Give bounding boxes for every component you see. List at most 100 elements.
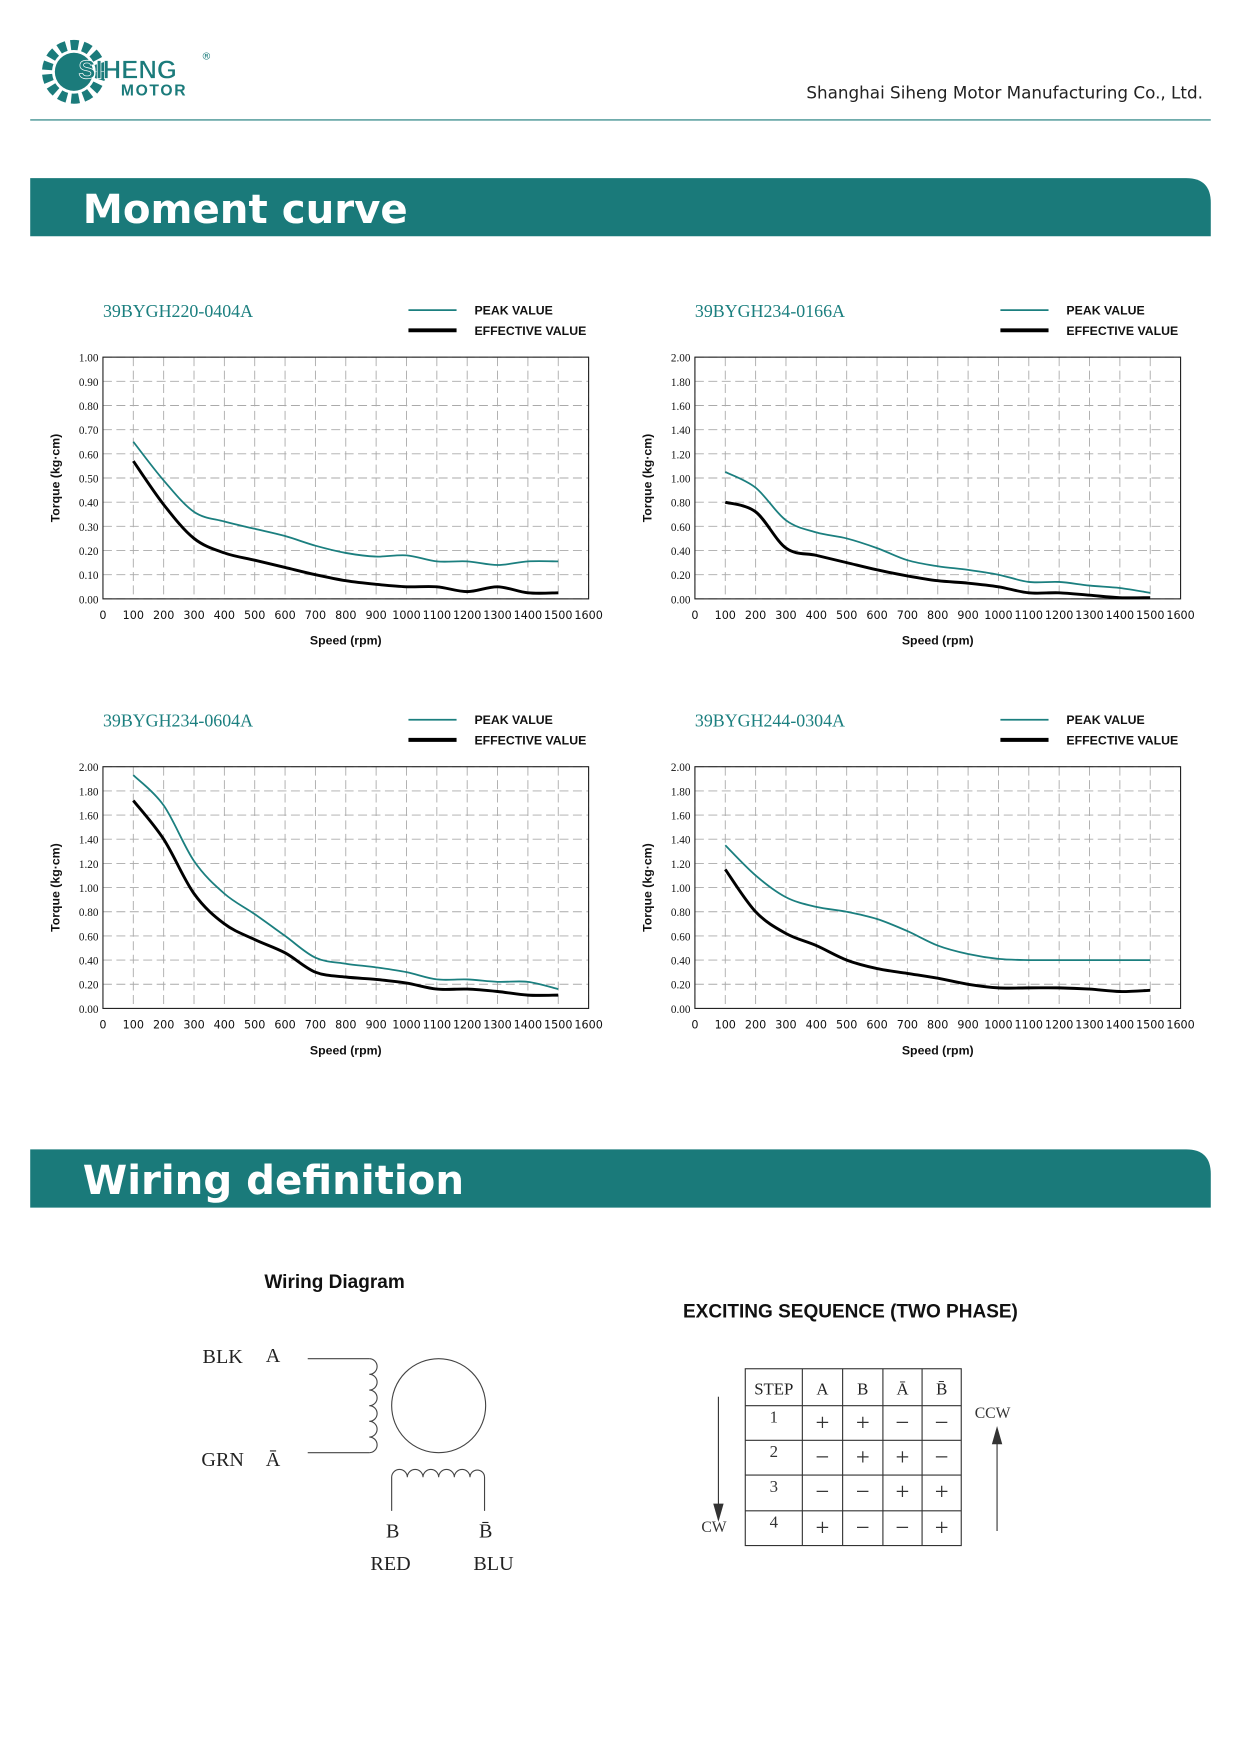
x-tick-label: 600 — [274, 609, 295, 622]
y-tick-label: 0.40 — [79, 956, 99, 968]
section-bar — [30, 1149, 1211, 1208]
phase-sign: + — [856, 1444, 870, 1471]
x-tick-label: 1300 — [483, 1019, 511, 1032]
y-tick-label: 0.00 — [79, 594, 99, 606]
x-tick-label: 300 — [775, 1019, 796, 1032]
rotor — [391, 1358, 487, 1454]
x-tick-label: 100 — [123, 1019, 144, 1032]
x-tick-label: 0 — [99, 1019, 106, 1032]
ccw-label: CCW — [975, 1405, 1011, 1422]
x-axis-title: Speed (rpm) — [902, 634, 974, 648]
y-axis-title: Torque (kg·cm) — [640, 434, 654, 523]
legend-label: PEAK VALUE — [1066, 304, 1144, 318]
legend-label: PEAK VALUE — [474, 304, 552, 318]
x-tick-label: 1100 — [1015, 609, 1043, 622]
cw-label: CW — [701, 1519, 726, 1536]
x-tick-label: 900 — [957, 609, 978, 622]
x-tick-label: 400 — [806, 1019, 827, 1032]
chart-title: 39BYGH244-0304A — [695, 710, 845, 730]
step-number: 1 — [770, 1407, 778, 1426]
coil — [369, 1358, 378, 1454]
phase-sign: − — [935, 1409, 949, 1436]
x-axis-title: Speed (rpm) — [902, 1043, 974, 1057]
y-tick-label: 1.40 — [671, 835, 691, 847]
x-tick-label: 1500 — [544, 1019, 572, 1032]
x-tick-label: 900 — [365, 1019, 386, 1032]
y-tick-label: 1.20 — [671, 859, 691, 871]
x-tick-label: 1200 — [1045, 1019, 1073, 1032]
y-tick-label: 1.00 — [671, 883, 691, 895]
table-header: STEP — [754, 1379, 793, 1398]
y-tick-label: 1.40 — [671, 425, 691, 437]
sequence-title: EXCITING SEQUENCE (TWO PHASE) — [683, 1301, 1018, 1322]
x-tick-label: 300 — [183, 609, 204, 622]
logo-bottom: MOTOR — [121, 82, 187, 99]
direction-arrows: CW CCW — [701, 1396, 1011, 1536]
chart-title: 39BYGH234-0604A — [103, 710, 253, 730]
x-tick-label: 1600 — [1166, 1019, 1194, 1032]
legend-label: PEAK VALUE — [474, 713, 552, 727]
x-tick-label: 700 — [305, 1019, 326, 1032]
x-tick-label: 200 — [153, 1019, 174, 1032]
x-tick-label: 100 — [715, 1019, 736, 1032]
y-tick-label: 0.30 — [79, 522, 99, 534]
section-bar — [30, 178, 1211, 237]
wire-label: GRN — [201, 1449, 244, 1471]
series-line — [132, 441, 559, 566]
x-tick-label: 700 — [897, 609, 918, 622]
x-tick-label: 1400 — [514, 1019, 542, 1032]
step-number: 4 — [770, 1513, 779, 1532]
x-tick-label: 1600 — [574, 1019, 602, 1032]
phase-sign: − — [896, 1514, 910, 1541]
y-tick-label: 0.40 — [671, 546, 691, 558]
y-tick-label: 0.10 — [79, 570, 99, 582]
y-tick-label: 0.00 — [671, 1004, 691, 1016]
phase-sign: + — [816, 1514, 830, 1541]
chart: 39BYGH234-0166A PEAK VALUE EFFECTIVE VALUE… — [640, 301, 1195, 648]
y-tick-label: 0.70 — [79, 425, 99, 437]
x-tick-label: 200 — [745, 1019, 766, 1032]
legend-label: EFFECTIVE VALUE — [474, 733, 586, 747]
chart: 39BYGH220-0404A PEAK VALUE EFFECTIVE VALUE… — [48, 301, 603, 648]
wire-label: RED — [370, 1553, 410, 1575]
x-tick-label: 1400 — [1106, 1019, 1134, 1032]
logo-mark: ® — [201, 51, 211, 62]
arrow-head — [991, 1426, 1003, 1445]
y-tick-label: 0.20 — [79, 980, 99, 992]
y-tick-label: 1.60 — [671, 811, 691, 823]
x-tick-label: 400 — [806, 609, 827, 622]
wire-label: BLU — [473, 1553, 514, 1575]
y-tick-label: 0.00 — [671, 594, 691, 606]
y-tick-label: 0.20 — [79, 546, 99, 558]
y-tick-label: 2.00 — [671, 353, 691, 365]
x-tick-label: 1000 — [392, 609, 420, 622]
chart: 39BYGH234-0604A PEAK VALUE EFFECTIVE VALUE… — [48, 710, 603, 1057]
x-tick-label: 700 — [897, 1019, 918, 1032]
x-tick-label: 800 — [335, 609, 356, 622]
y-tick-label: 0.80 — [671, 907, 691, 919]
y-axis-title: Torque (kg·cm) — [48, 843, 62, 932]
series-line — [132, 799, 559, 997]
wire-label: BLK — [203, 1346, 244, 1368]
x-tick-label: 300 — [775, 609, 796, 622]
plot-frame — [102, 356, 590, 600]
chart-title: 39BYGH220-0404A — [103, 301, 253, 321]
y-tick-label: 1.60 — [79, 811, 99, 823]
x-tick-label: 600 — [866, 609, 887, 622]
phase-sign: − — [816, 1444, 830, 1471]
y-tick-label: 1.00 — [79, 883, 99, 895]
wiring-title: Wiring Diagram — [264, 1272, 404, 1293]
x-tick-label: 0 — [691, 609, 698, 622]
arrow-head — [713, 1503, 724, 1522]
x-tick-label: 1600 — [574, 609, 602, 622]
company-name: Shanghai Siheng Motor Manufacturing Co.,… — [806, 83, 1203, 103]
x-tick-label: 700 — [305, 609, 326, 622]
phase-sign: + — [935, 1514, 949, 1541]
x-tick-label: 1500 — [1136, 1019, 1164, 1032]
x-tick-label: 300 — [183, 1019, 204, 1032]
step-number: 2 — [770, 1442, 778, 1461]
wire-label: B̄ — [479, 1521, 492, 1543]
x-tick-label: 200 — [153, 609, 174, 622]
step-number: 3 — [770, 1477, 778, 1496]
